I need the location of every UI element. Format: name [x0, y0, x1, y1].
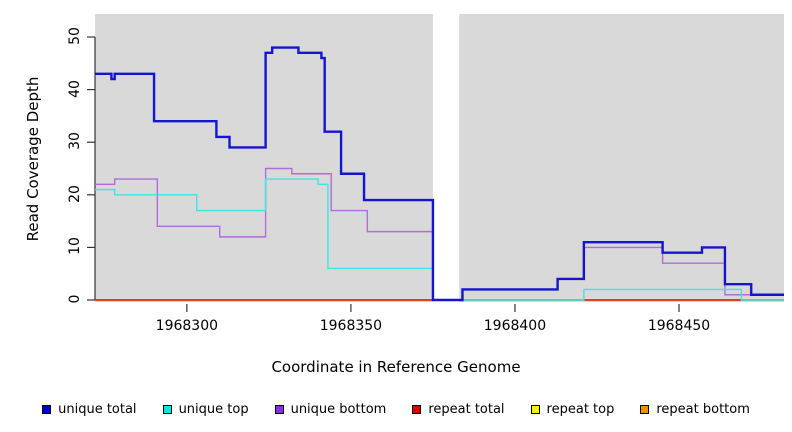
y-tick-label: 10 — [67, 237, 83, 256]
legend-swatch-icon — [274, 404, 284, 414]
legend-item[interactable]: repeat bottom — [640, 402, 750, 417]
legend-swatch-icon — [162, 404, 172, 414]
x-tick-label: 1968350 — [319, 318, 383, 334]
legend-item[interactable]: unique bottom — [274, 401, 387, 417]
series-line-unique-top — [95, 178, 784, 301]
y-tick-label: 0 — [67, 294, 83, 304]
x-tick-label: 1968450 — [647, 318, 711, 334]
legend-swatch-icon — [412, 404, 422, 414]
legend-item[interactable]: repeat top — [530, 401, 615, 417]
panel-background-left — [95, 14, 433, 302]
y-tick-label: 30 — [67, 132, 83, 151]
panel-background-right — [459, 14, 784, 302]
legend-label: unique bottom — [290, 401, 387, 417]
series-line-unique-bottom — [95, 167, 784, 301]
legend-label: repeat top — [546, 401, 615, 417]
x-tick-label: 1968400 — [483, 318, 547, 334]
y-tick-label: 50 — [67, 27, 83, 45]
legend-label: unique total — [58, 401, 137, 417]
chart-legend: unique total unique top unique bottom repea… — [0, 398, 792, 420]
legend-item[interactable]: repeat total — [412, 401, 505, 417]
legend-swatch-icon — [530, 404, 540, 414]
legend-label: unique top — [178, 401, 249, 417]
x-axis-title: Coordinate in Reference Genome — [271, 358, 521, 376]
legend-label: repeat bottom — [656, 401, 750, 417]
legend-swatch-icon — [640, 404, 650, 414]
y-tick-label: 40 — [67, 79, 83, 98]
legend-label: repeat total — [428, 401, 505, 417]
legend-item[interactable]: unique total — [42, 401, 137, 417]
legend-swatch-icon — [42, 404, 52, 414]
y-tick-label: 20 — [67, 184, 83, 203]
legend-item[interactable]: unique top — [162, 401, 249, 417]
series-line-unique-total — [95, 46, 784, 302]
x-tick-label: 1968300 — [155, 318, 219, 334]
